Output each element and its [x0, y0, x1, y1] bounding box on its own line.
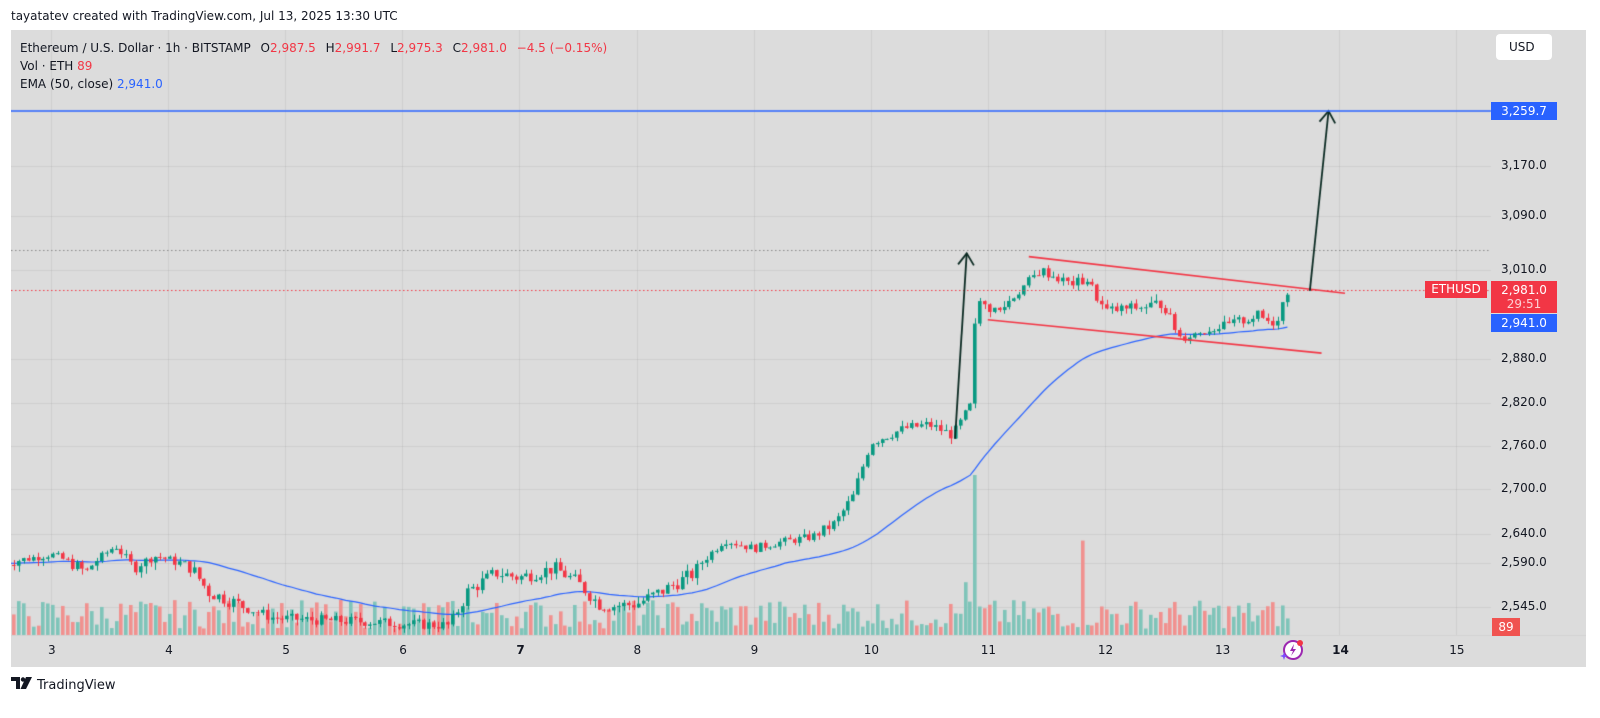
price-tick-label: 3,090.0 [1501, 208, 1547, 222]
volume-value: 89 [77, 59, 93, 73]
time-tick-label: 3 [48, 643, 56, 657]
price-tick-label: 2,760.0 [1501, 438, 1547, 452]
price-tick-label: 2,590.0 [1501, 555, 1547, 569]
tradingview-brand: TradingView [37, 677, 116, 693]
time-tick-label: 11 [980, 643, 997, 657]
legend-ema-row[interactable]: EMA (50, close) 2,941.0 [20, 75, 607, 93]
currency-button[interactable]: USD [1496, 34, 1552, 60]
price-tick-label: 2,700.0 [1501, 481, 1547, 495]
volume-tag: 89 [1492, 618, 1520, 636]
time-tick-label: 15 [1449, 643, 1465, 657]
tradingview-footer[interactable]: TradingView [11, 677, 116, 693]
target-price-tag: 3,259.7 [1491, 102, 1557, 120]
ai-assistant-icon[interactable] [1279, 637, 1305, 663]
price-tick-label: 2,545.0 [1501, 599, 1547, 613]
symbol-tag: ETHUSD [1425, 281, 1487, 298]
bar-countdown: 29:51 [1506, 297, 1542, 311]
chart-credit: tayatatev created with TradingView.com, … [11, 9, 398, 23]
time-tick-label: 9 [750, 643, 759, 657]
price-tick-label: 3,010.0 [1501, 262, 1547, 276]
last-price-tag: 2,981.0 29:51 [1491, 281, 1557, 313]
time-tick-label: 14 [1332, 643, 1349, 657]
ema-label[interactable]: EMA (50, close) [20, 77, 114, 91]
open-label: O [260, 41, 270, 55]
open-value: 2,987.5 [270, 41, 316, 55]
time-tick-label: 7 [516, 643, 525, 657]
legend-symbol-row[interactable]: Ethereum / U.S. Dollar · 1h · BITSTAMP O… [20, 39, 607, 57]
high-value: 2,991.7 [334, 41, 381, 55]
chart-legend: Ethereum / U.S. Dollar · 1h · BITSTAMP O… [20, 39, 607, 93]
ema-value: 2,941.0 [116, 77, 163, 91]
price-chart-canvas[interactable] [11, 30, 1586, 667]
close-value: 2,981.0 [461, 41, 507, 55]
tradingview-logo-icon [11, 677, 33, 693]
time-tick-label: 10 [863, 643, 879, 657]
price-tick-label: 3,170.0 [1501, 158, 1547, 172]
time-tick-label: 12 [1097, 643, 1114, 657]
last-price: 2,981.0 [1501, 283, 1547, 297]
time-tick-label: 13 [1215, 643, 1231, 657]
time-tick-label: 4 [165, 643, 173, 657]
symbol-title[interactable]: Ethereum / U.S. Dollar · 1h · BITSTAMP [20, 41, 251, 55]
change-value: −4.5 (−0.15%) [516, 41, 608, 55]
price-tick-label: 2,880.0 [1501, 351, 1547, 365]
close-label: C [452, 41, 462, 55]
time-tick-label: 5 [282, 643, 290, 657]
volume-label[interactable]: Vol · ETH [20, 59, 74, 73]
price-tick-label: 2,640.0 [1501, 526, 1547, 540]
high-label: H [325, 41, 335, 55]
chart-area[interactable]: Ethereum / U.S. Dollar · 1h · BITSTAMP O… [11, 30, 1586, 667]
low-label: L [390, 41, 397, 55]
legend-volume-row[interactable]: Vol · ETH 89 [20, 57, 607, 75]
time-tick-label: 6 [399, 643, 407, 657]
price-tick-label: 2,820.0 [1501, 395, 1547, 409]
ema-price-tag: 2,941.0 [1491, 314, 1557, 332]
low-value: 2,975.3 [397, 41, 443, 55]
time-tick-label: 8 [633, 643, 642, 657]
